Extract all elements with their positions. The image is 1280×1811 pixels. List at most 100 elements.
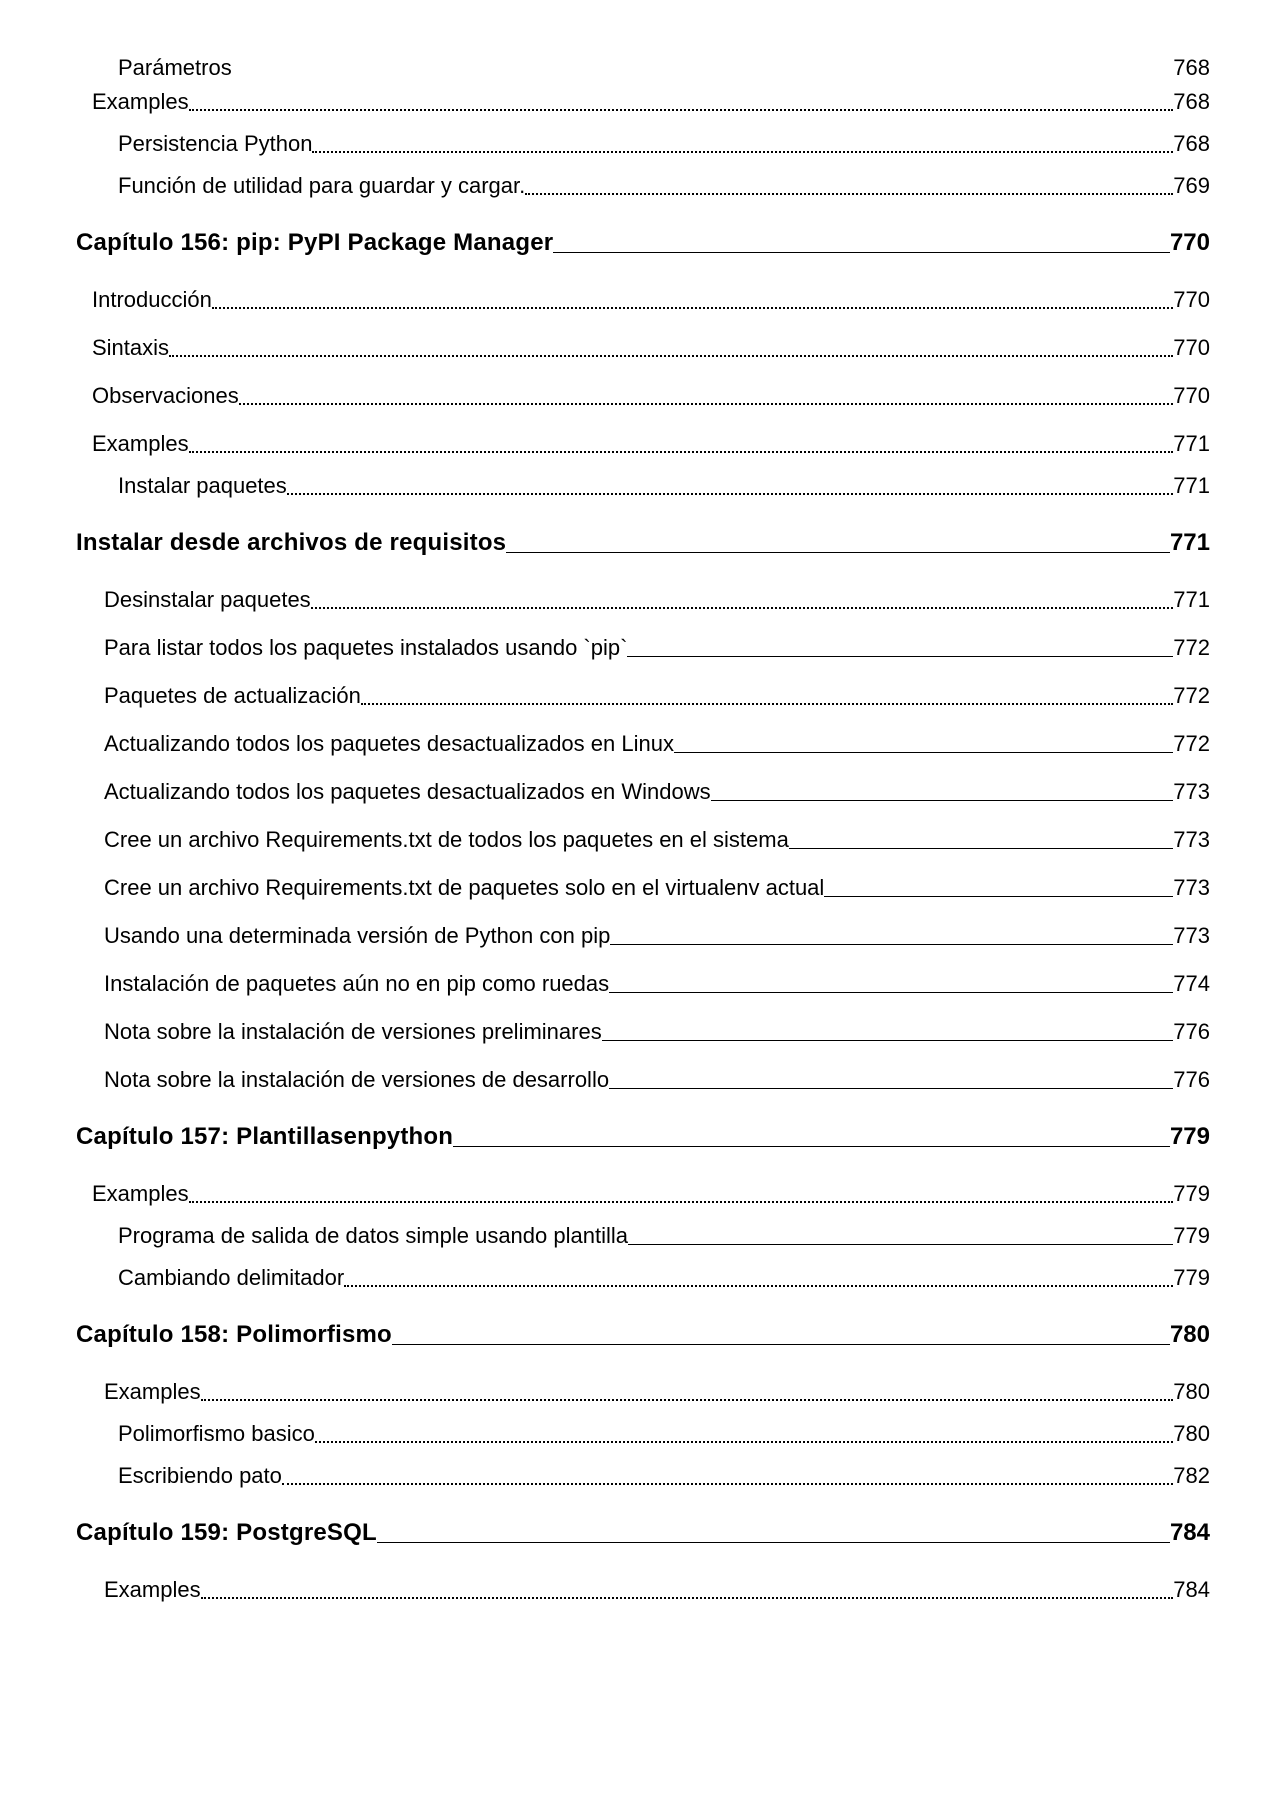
- toc-page-number: 768: [1173, 131, 1210, 157]
- toc-entry[interactable]: Cree un archivo Requirements.txt de paqu…: [76, 875, 1210, 901]
- toc-page-number: 768: [1173, 55, 1210, 81]
- toc-leader: [789, 848, 1173, 849]
- toc-leader: [311, 607, 1174, 609]
- toc-entry[interactable]: Cambiando delimitador779: [76, 1265, 1210, 1291]
- toc-label: Escribiendo pato: [76, 1463, 282, 1489]
- toc-entry[interactable]: Sintaxis 770: [76, 335, 1210, 361]
- toc-page-number: 779: [1173, 1181, 1210, 1207]
- toc-label: Observaciones: [76, 383, 239, 409]
- toc-leader: [377, 1542, 1170, 1543]
- toc-page-number: 770: [1170, 229, 1210, 257]
- toc-leader: [610, 944, 1173, 945]
- toc-page-number: 771: [1170, 529, 1210, 557]
- toc-entry[interactable]: Parámetros768: [76, 55, 1210, 81]
- toc-leader: [525, 193, 1173, 195]
- toc-label: Actualizando todos los paquetes desactua…: [76, 731, 674, 757]
- toc-page-number: 770: [1173, 383, 1210, 409]
- toc-entry[interactable]: Desinstalar paquetes771: [76, 587, 1210, 613]
- toc-page-number: 780: [1170, 1321, 1210, 1349]
- toc-leader: [287, 493, 1174, 495]
- toc-entry[interactable]: Instalación de paquetes aún no en pip co…: [76, 971, 1210, 997]
- toc-entry[interactable]: Examples 780: [76, 1379, 1210, 1405]
- toc-label: Nota sobre la instalación de versiones p…: [76, 1019, 602, 1045]
- toc-leader: [312, 151, 1173, 153]
- toc-label: Instalación de paquetes aún no en pip co…: [76, 971, 609, 997]
- toc-leader: [711, 800, 1174, 801]
- toc-leader: [344, 1285, 1173, 1287]
- toc-leader: [361, 703, 1173, 705]
- toc-label: Programa de salida de datos simple usand…: [76, 1223, 628, 1249]
- toc-label: Cree un archivo Requirements.txt de paqu…: [76, 875, 824, 901]
- toc-leader: [282, 1483, 1173, 1485]
- toc-page-number: 773: [1173, 827, 1210, 853]
- toc-leader: [392, 1344, 1170, 1345]
- toc-page-number: 769: [1173, 173, 1210, 199]
- toc-page-number: 780: [1173, 1379, 1210, 1405]
- toc-entry[interactable]: Para listar todos los paquetes instalado…: [76, 635, 1210, 661]
- toc-entry[interactable]: Capítulo 156: pip: PyPI Package Manager 7…: [76, 229, 1210, 257]
- toc-entry[interactable]: Usando una determinada versión de Python…: [76, 923, 1210, 949]
- toc-label: Introducción: [76, 287, 212, 313]
- toc-label: Persistencia Python: [76, 131, 312, 157]
- toc-page-number: 770: [1173, 287, 1210, 313]
- toc-label: Capítulo 158: Polimorfismo: [76, 1321, 392, 1349]
- toc-entry[interactable]: Programa de salida de datos simple usand…: [76, 1223, 1210, 1249]
- toc-label: Sintaxis: [76, 335, 169, 361]
- toc-leader: [609, 992, 1173, 993]
- toc-page-number: 779: [1173, 1223, 1210, 1249]
- toc-entry[interactable]: Nota sobre la instalación de versiones d…: [76, 1067, 1210, 1093]
- toc-entry[interactable]: Capítulo 157: Plantillasenpython 779: [76, 1123, 1210, 1151]
- toc-label: Cree un archivo Requirements.txt de todo…: [76, 827, 789, 853]
- toc-entry[interactable]: Actualizando todos los paquetes desactua…: [76, 731, 1210, 757]
- toc-label: Capítulo 159: PostgreSQL: [76, 1519, 377, 1547]
- toc-page-number: 771: [1173, 587, 1210, 613]
- toc-leader: [609, 1088, 1173, 1089]
- toc-entry[interactable]: Nota sobre la instalación de versiones p…: [76, 1019, 1210, 1045]
- toc-leader: [189, 451, 1174, 453]
- toc-entry[interactable]: Paquetes de actualización772: [76, 683, 1210, 709]
- toc-entry[interactable]: Actualizando todos los paquetes desactua…: [76, 779, 1210, 805]
- toc-page-number: 772: [1173, 731, 1210, 757]
- toc-leader: [506, 552, 1170, 553]
- toc-label: Examples: [76, 1379, 201, 1405]
- toc-entry[interactable]: Examples784: [76, 1577, 1210, 1603]
- toc-entry[interactable]: Instalar paquetes 771: [76, 473, 1210, 499]
- toc-page-number: 776: [1173, 1019, 1210, 1045]
- toc-label: Instalar paquetes: [76, 473, 287, 499]
- toc-label: Usando una determinada versión de Python…: [76, 923, 610, 949]
- toc-entry[interactable]: Introducción 770: [76, 287, 1210, 313]
- toc-label: Capítulo 157: Plantillasenpython: [76, 1123, 453, 1151]
- toc-entry[interactable]: Capítulo 158: Polimorfismo 780: [76, 1321, 1210, 1349]
- toc-entry[interactable]: Examples768: [76, 89, 1210, 115]
- toc-entry[interactable]: Polimorfismo basico780: [76, 1421, 1210, 1447]
- toc-label: Examples: [76, 431, 189, 457]
- toc-page-number: 771: [1173, 473, 1210, 499]
- toc-entry[interactable]: Capítulo 159: PostgreSQL784: [76, 1519, 1210, 1547]
- toc-entry[interactable]: Examples779: [76, 1181, 1210, 1207]
- toc-entry[interactable]: Persistencia Python 768: [76, 131, 1210, 157]
- toc-leader: [169, 355, 1173, 357]
- toc-leader: [602, 1040, 1174, 1041]
- toc-label: Actualizando todos los paquetes desactua…: [76, 779, 711, 805]
- toc-page-number: 774: [1173, 971, 1210, 997]
- toc-leader: [824, 896, 1173, 897]
- toc-leader: [239, 403, 1174, 405]
- toc-page-number: 779: [1173, 1265, 1210, 1291]
- toc-leader: [453, 1146, 1170, 1147]
- toc-leader: [189, 1201, 1174, 1203]
- toc-page-number: 779: [1170, 1123, 1210, 1151]
- toc-entry[interactable]: Observaciones 770: [76, 383, 1210, 409]
- toc-page-number: 770: [1173, 335, 1210, 361]
- toc-leader: [201, 1597, 1174, 1599]
- toc-label: Capítulo 156: pip: PyPI Package Manager: [76, 229, 553, 257]
- toc-label: Polimorfismo basico: [76, 1421, 315, 1447]
- toc-entry[interactable]: Función de utilidad para guardar y carga…: [76, 173, 1210, 199]
- toc-label: Paquetes de actualización: [76, 683, 361, 709]
- toc-entry[interactable]: Instalar desde archivos de requisitos771: [76, 529, 1210, 557]
- toc-leader: [315, 1441, 1173, 1443]
- toc-leader: [553, 252, 1170, 253]
- toc-entry[interactable]: Cree un archivo Requirements.txt de todo…: [76, 827, 1210, 853]
- toc-entry[interactable]: Examples771: [76, 431, 1210, 457]
- toc-entry[interactable]: Escribiendo pato782: [76, 1463, 1210, 1489]
- toc-leader: [628, 1244, 1173, 1245]
